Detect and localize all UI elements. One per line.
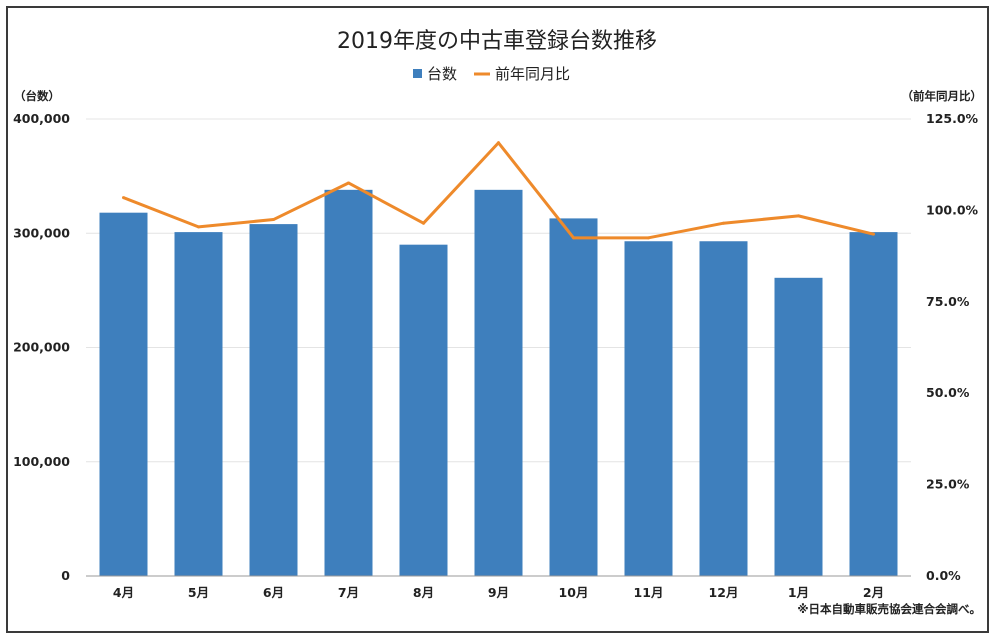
line-point xyxy=(197,225,200,229)
line-series xyxy=(122,141,875,240)
x-tick-label: 1月 xyxy=(788,585,809,600)
line-point xyxy=(797,214,800,218)
x-tick-label: 9月 xyxy=(488,585,509,600)
bar-series xyxy=(99,189,898,577)
bar xyxy=(399,244,448,577)
y-right-tick-label: 0.0% xyxy=(926,568,961,583)
bar xyxy=(849,232,898,577)
bar xyxy=(549,218,598,576)
legend-bar-swatch xyxy=(413,69,422,78)
y-left-tick-label: 200,000 xyxy=(13,340,70,355)
x-tick-label: 6月 xyxy=(263,585,284,600)
y-left-tick-label: 100,000 xyxy=(13,454,70,469)
y-left-tick-label: 300,000 xyxy=(13,225,70,240)
right-axis-unit: （前年同月比） xyxy=(902,89,983,103)
x-tick-label: 5月 xyxy=(188,585,209,600)
x-tick-label: 7月 xyxy=(338,585,359,600)
y-right-tick-label: 25.0% xyxy=(926,477,970,492)
line-point xyxy=(722,221,725,225)
line-point xyxy=(272,218,275,222)
chart-title: 2019年度の中古車登録台数推移 xyxy=(337,29,657,54)
y-right-tick-label: 125.0% xyxy=(926,111,979,126)
line-point xyxy=(422,221,425,225)
x-tick-label: 2月 xyxy=(863,585,884,600)
bar xyxy=(99,212,148,576)
legend-bar-label: 台数 xyxy=(427,65,457,83)
line-point xyxy=(872,232,875,236)
x-tick-label: 8月 xyxy=(413,585,434,600)
y-right-tick-label: 50.0% xyxy=(926,385,970,400)
x-tick-label: 10月 xyxy=(559,585,589,600)
line-point xyxy=(347,181,350,185)
bar xyxy=(474,189,523,576)
chart-frame: 2019年度の中古車登録台数推移 台数 前年同月比 （台数） （前年同月比） 0… xyxy=(6,6,989,633)
bar xyxy=(249,224,298,577)
x-tick-label: 11月 xyxy=(634,585,664,600)
x-tick-label: 12月 xyxy=(709,585,739,600)
chart-svg: 2019年度の中古車登録台数推移 台数 前年同月比 （台数） （前年同月比） 0… xyxy=(13,29,983,616)
source-note: ※日本自動車販売協会連合会調べ。 xyxy=(797,602,981,616)
y-left-tick-label: 0 xyxy=(61,568,70,583)
legend-line-label: 前年同月比 xyxy=(495,65,570,83)
line-point xyxy=(122,196,125,200)
left-axis-unit: （台数） xyxy=(14,89,60,103)
x-tick-label: 4月 xyxy=(113,585,134,600)
line-point xyxy=(647,236,650,240)
y-left-tick-label: 400,000 xyxy=(13,111,70,126)
line-point xyxy=(497,141,500,145)
bar xyxy=(174,232,223,577)
axes: 0 100,000 200,000 300,000 400,000 0.0% 25.0% 50… xyxy=(13,111,978,600)
line-point xyxy=(572,236,575,240)
y-right-tick-label: 75.0% xyxy=(926,294,970,309)
legend: 台数 前年同月比 xyxy=(413,65,570,83)
y-right-tick-label: 100.0% xyxy=(926,202,979,217)
bar xyxy=(699,241,748,576)
bar xyxy=(774,277,823,576)
bar xyxy=(324,189,373,576)
bar xyxy=(624,241,673,576)
